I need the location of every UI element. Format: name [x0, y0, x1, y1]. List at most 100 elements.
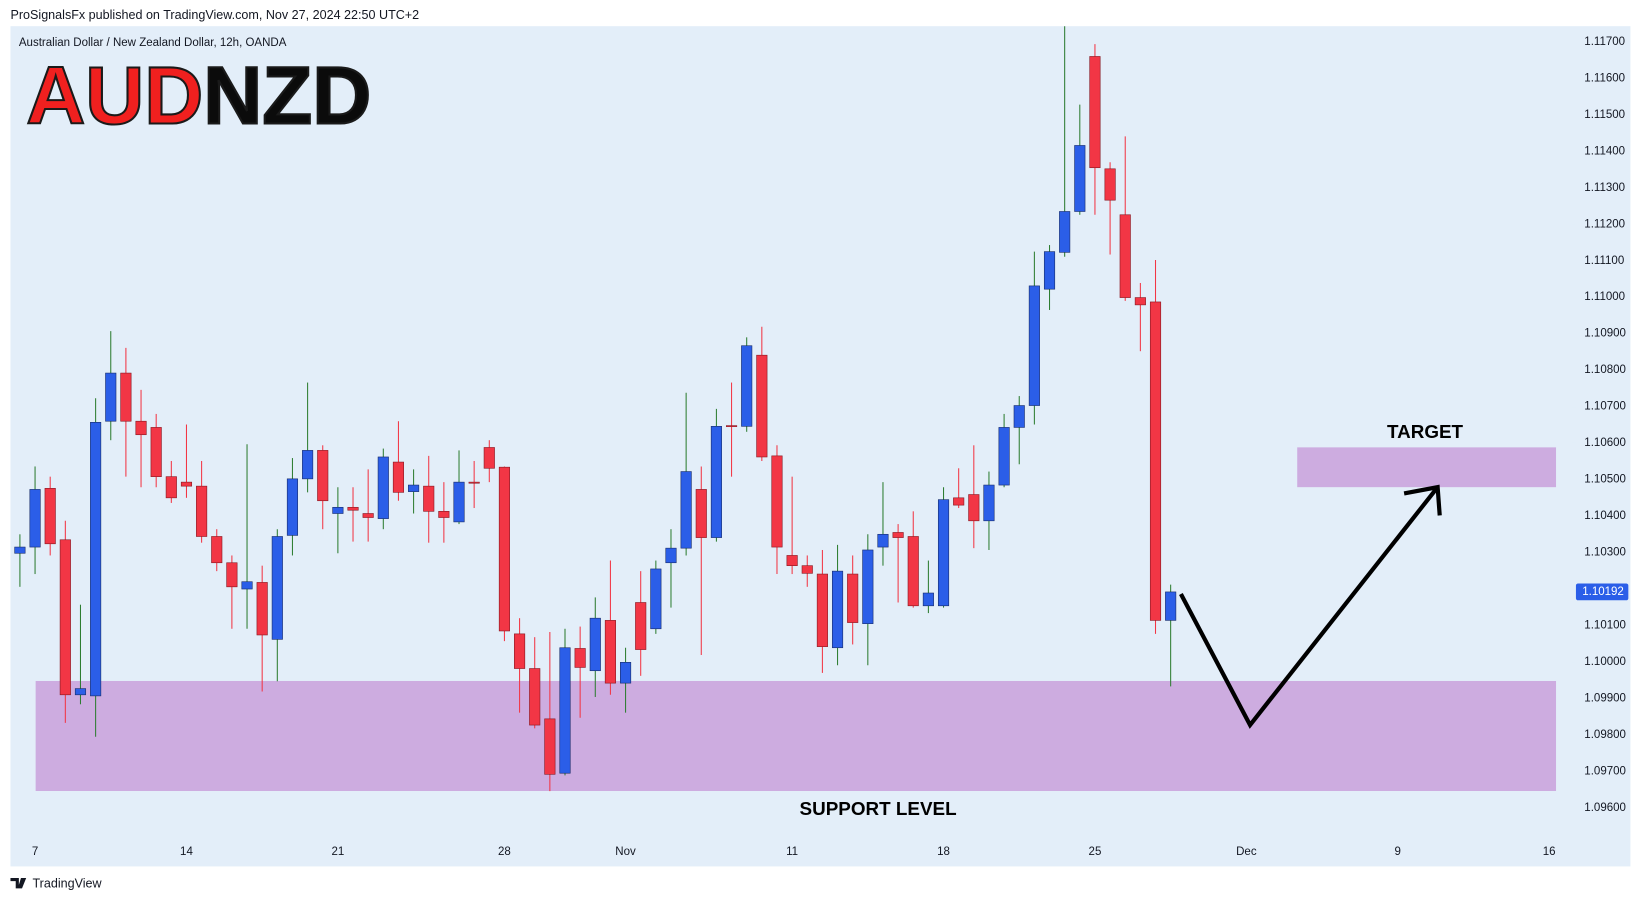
candle-body — [635, 602, 647, 650]
candle-body — [453, 481, 465, 523]
candle-body — [998, 427, 1010, 486]
candle-body — [286, 478, 299, 536]
y-tick-label: 1.10000 — [1584, 656, 1626, 668]
candle-body — [483, 447, 495, 469]
candle-body — [680, 471, 692, 549]
candles — [14, 26, 1177, 792]
publisher-header: ProSignalsFx published on TradingView.co… — [10, 8, 419, 22]
candle-body — [105, 372, 117, 422]
candle-body — [862, 549, 874, 624]
candle-body — [29, 489, 41, 548]
candle-body — [816, 573, 828, 647]
last-price-box — [1575, 583, 1629, 601]
y-tick-label: 1.09700 — [1584, 765, 1626, 777]
x-tick-label: 25 — [1089, 846, 1102, 858]
candle-body — [877, 533, 889, 548]
candle-body — [74, 688, 87, 696]
projection-arrow — [1179, 485, 1440, 729]
candle-body — [14, 546, 26, 554]
candle-body — [544, 718, 556, 775]
candle-body — [983, 484, 995, 522]
candle-body — [120, 372, 132, 422]
y-tick-label: 1.09600 — [1584, 802, 1626, 814]
candle-body — [1134, 297, 1146, 306]
candle-body — [150, 427, 162, 477]
candle-body — [438, 511, 450, 518]
candle-body — [392, 461, 404, 493]
candle-body — [135, 420, 147, 436]
x-tick-label: 9 — [1395, 846, 1401, 858]
candle-body — [892, 532, 904, 538]
footer-text: TradingView — [32, 876, 102, 890]
y-tick-label: 1.10400 — [1584, 510, 1626, 522]
candle-body — [468, 481, 480, 484]
candle-body — [559, 647, 571, 774]
candle-body — [1013, 405, 1025, 428]
y-tick-label: 1.11000 — [1584, 291, 1625, 303]
candle-body — [801, 565, 813, 574]
candle-body — [968, 494, 980, 522]
candle-body — [907, 536, 919, 607]
y-tick-label: 1.10300 — [1584, 547, 1626, 559]
candle-body — [1119, 214, 1131, 298]
support-label: SUPPORT LEVEL — [800, 798, 957, 819]
candle-body — [937, 499, 950, 607]
candle-body — [90, 422, 102, 697]
candle-body — [771, 455, 783, 548]
candle-body — [665, 547, 677, 564]
x-tick-label: 16 — [1543, 846, 1556, 858]
candle-body — [271, 536, 283, 640]
candle-body — [377, 456, 389, 519]
candle-body — [831, 570, 844, 649]
y-tick-label: 1.11600 — [1584, 72, 1625, 84]
title-part: AUD — [26, 51, 203, 142]
x-tick-label: 7 — [32, 846, 38, 858]
y-tick-label: 1.11700 — [1584, 36, 1625, 48]
candle-body — [498, 466, 510, 632]
y-tick-label: 1.11500 — [1584, 109, 1625, 121]
target-label: TARGET — [1387, 421, 1464, 442]
x-tick-label: 11 — [786, 846, 798, 858]
y-tick-label: 1.10700 — [1584, 401, 1626, 413]
candle-body — [59, 539, 71, 696]
y-tick-label: 1.10900 — [1584, 328, 1626, 340]
y-tick-label: 1.09900 — [1584, 692, 1626, 704]
y-tick-label: 1.11100 — [1584, 255, 1624, 267]
candle-body — [695, 489, 707, 538]
logo-icon — [10, 877, 27, 889]
candle-body — [423, 485, 435, 512]
candle-body — [302, 450, 314, 480]
chart-title: AUDNZD — [26, 51, 371, 142]
candle-body — [332, 506, 344, 514]
candle-body — [726, 425, 738, 427]
support-zone — [35, 680, 1557, 791]
candle-body — [211, 536, 223, 564]
candle-body — [1074, 145, 1086, 212]
candle-body — [226, 562, 238, 588]
y-tick-label: 1.11400 — [1584, 145, 1625, 157]
candle-body — [408, 484, 420, 492]
y-tick-label: 1.10800 — [1584, 364, 1626, 376]
x-tick-label: 28 — [498, 846, 511, 858]
y-tick-label: 1.10500 — [1584, 474, 1626, 486]
candle-body — [1149, 301, 1162, 621]
candle-body — [1043, 251, 1056, 290]
footer-logo: TradingView — [10, 876, 103, 890]
candle-body — [256, 582, 268, 636]
candle-body — [1089, 56, 1101, 169]
y-tick-label: 1.10100 — [1584, 620, 1626, 632]
candle-body — [44, 488, 56, 545]
candle-body — [1059, 211, 1071, 253]
symbol-subtitle: Australian Dollar / New Zealand Dollar, … — [19, 37, 287, 49]
candle-body — [620, 662, 632, 684]
y-tick-label: 1.09800 — [1584, 729, 1626, 741]
candle-body — [953, 497, 965, 506]
candle-body — [574, 648, 586, 668]
x-tick-label: 21 — [331, 846, 344, 858]
x-tick-label: 18 — [937, 846, 950, 858]
candle-body — [1028, 285, 1040, 406]
candle-body — [514, 633, 526, 669]
candle-body — [347, 506, 359, 511]
